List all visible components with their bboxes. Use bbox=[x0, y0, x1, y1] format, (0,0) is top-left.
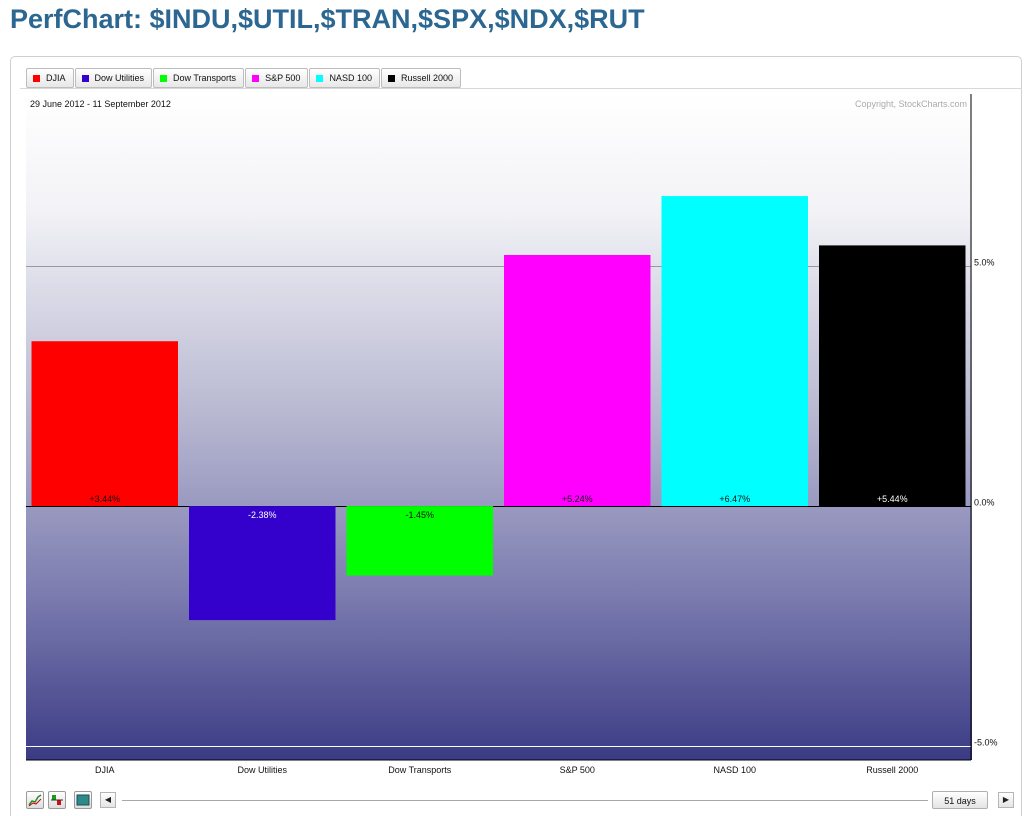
bar bbox=[504, 254, 651, 507]
date-slider-track[interactable] bbox=[122, 800, 928, 801]
days-selector[interactable]: 51 days bbox=[932, 791, 988, 809]
x-tick-label: NASD 100 bbox=[713, 765, 756, 775]
legend-item-nasd-100[interactable]: NASD 100 bbox=[309, 68, 380, 88]
bar bbox=[346, 506, 493, 576]
bar-value-label: -2.38% bbox=[248, 510, 277, 520]
bar bbox=[661, 196, 808, 507]
legend-label: Russell 2000 bbox=[400, 73, 453, 83]
legend-item-dow-utilities[interactable]: Dow Utilities bbox=[74, 68, 153, 88]
legend-label: Dow Transports bbox=[173, 73, 237, 83]
legend-label: NASD 100 bbox=[329, 73, 372, 83]
legend-item-sp-500[interactable]: S&P 500 bbox=[245, 68, 309, 88]
page-title: PerfChart: $INDU,$UTIL,$TRAN,$SPX,$NDX,$… bbox=[10, 4, 645, 34]
legend-swatch bbox=[316, 74, 324, 82]
legend-item-dow-transports[interactable]: Dow Transports bbox=[153, 68, 245, 88]
x-tick-label: Dow Transports bbox=[388, 765, 452, 775]
y-tick-label: 5.0% bbox=[974, 258, 995, 268]
line-chart-icon bbox=[28, 794, 42, 807]
bar bbox=[189, 506, 336, 621]
legend-divider bbox=[20, 88, 1022, 89]
legend-swatch bbox=[252, 74, 260, 82]
y-tick-label: -5.0% bbox=[974, 738, 998, 748]
bar-chart-toggle-button[interactable] bbox=[74, 791, 92, 809]
y-tick-label: 0.0% bbox=[974, 498, 995, 508]
chart-toolbar: ◀ 51 days ▶ bbox=[26, 791, 1018, 811]
copyright-label: Copyright, StockCharts.com bbox=[855, 99, 967, 109]
x-tick-label: DJIA bbox=[95, 765, 115, 775]
histogram-toggle-button[interactable] bbox=[48, 791, 66, 809]
plot-background bbox=[26, 94, 972, 760]
histogram-icon bbox=[51, 795, 63, 805]
x-tick-label: Russell 2000 bbox=[866, 765, 918, 775]
x-tick-label: Dow Utilities bbox=[237, 765, 287, 775]
bar-value-label: +5.24% bbox=[562, 494, 593, 504]
legend-label: DJIA bbox=[46, 73, 66, 83]
bar-value-label: +6.47% bbox=[719, 494, 750, 504]
legend-swatch bbox=[33, 74, 40, 82]
line-chart-toggle-button[interactable] bbox=[26, 791, 44, 809]
legend-swatch bbox=[81, 74, 89, 82]
bar bbox=[31, 341, 178, 507]
legend-swatch bbox=[160, 74, 168, 82]
slider-right-arrow-button[interactable]: ▶ bbox=[998, 792, 1014, 808]
bar bbox=[819, 245, 966, 507]
slider-left-arrow-button[interactable]: ◀ bbox=[100, 792, 116, 808]
chart-legend: DJIA Dow Utilities Dow Transports S&P 50… bbox=[26, 68, 462, 88]
bar-value-label: +5.44% bbox=[877, 494, 908, 504]
legend-item-russell-2000[interactable]: Russell 2000 bbox=[380, 68, 461, 88]
legend-item-djia[interactable]: DJIA bbox=[26, 68, 74, 88]
legend-label: S&P 500 bbox=[265, 73, 301, 83]
bar-value-label: -1.45% bbox=[405, 510, 434, 520]
legend-label: Dow Utilities bbox=[94, 73, 145, 83]
x-tick-label: S&P 500 bbox=[560, 765, 595, 775]
bar-value-label: +3.44% bbox=[89, 494, 120, 504]
legend-swatch bbox=[387, 74, 395, 82]
bar-chart-icon bbox=[76, 794, 90, 806]
date-range-label: 29 June 2012 - 11 September 2012 bbox=[30, 99, 171, 109]
